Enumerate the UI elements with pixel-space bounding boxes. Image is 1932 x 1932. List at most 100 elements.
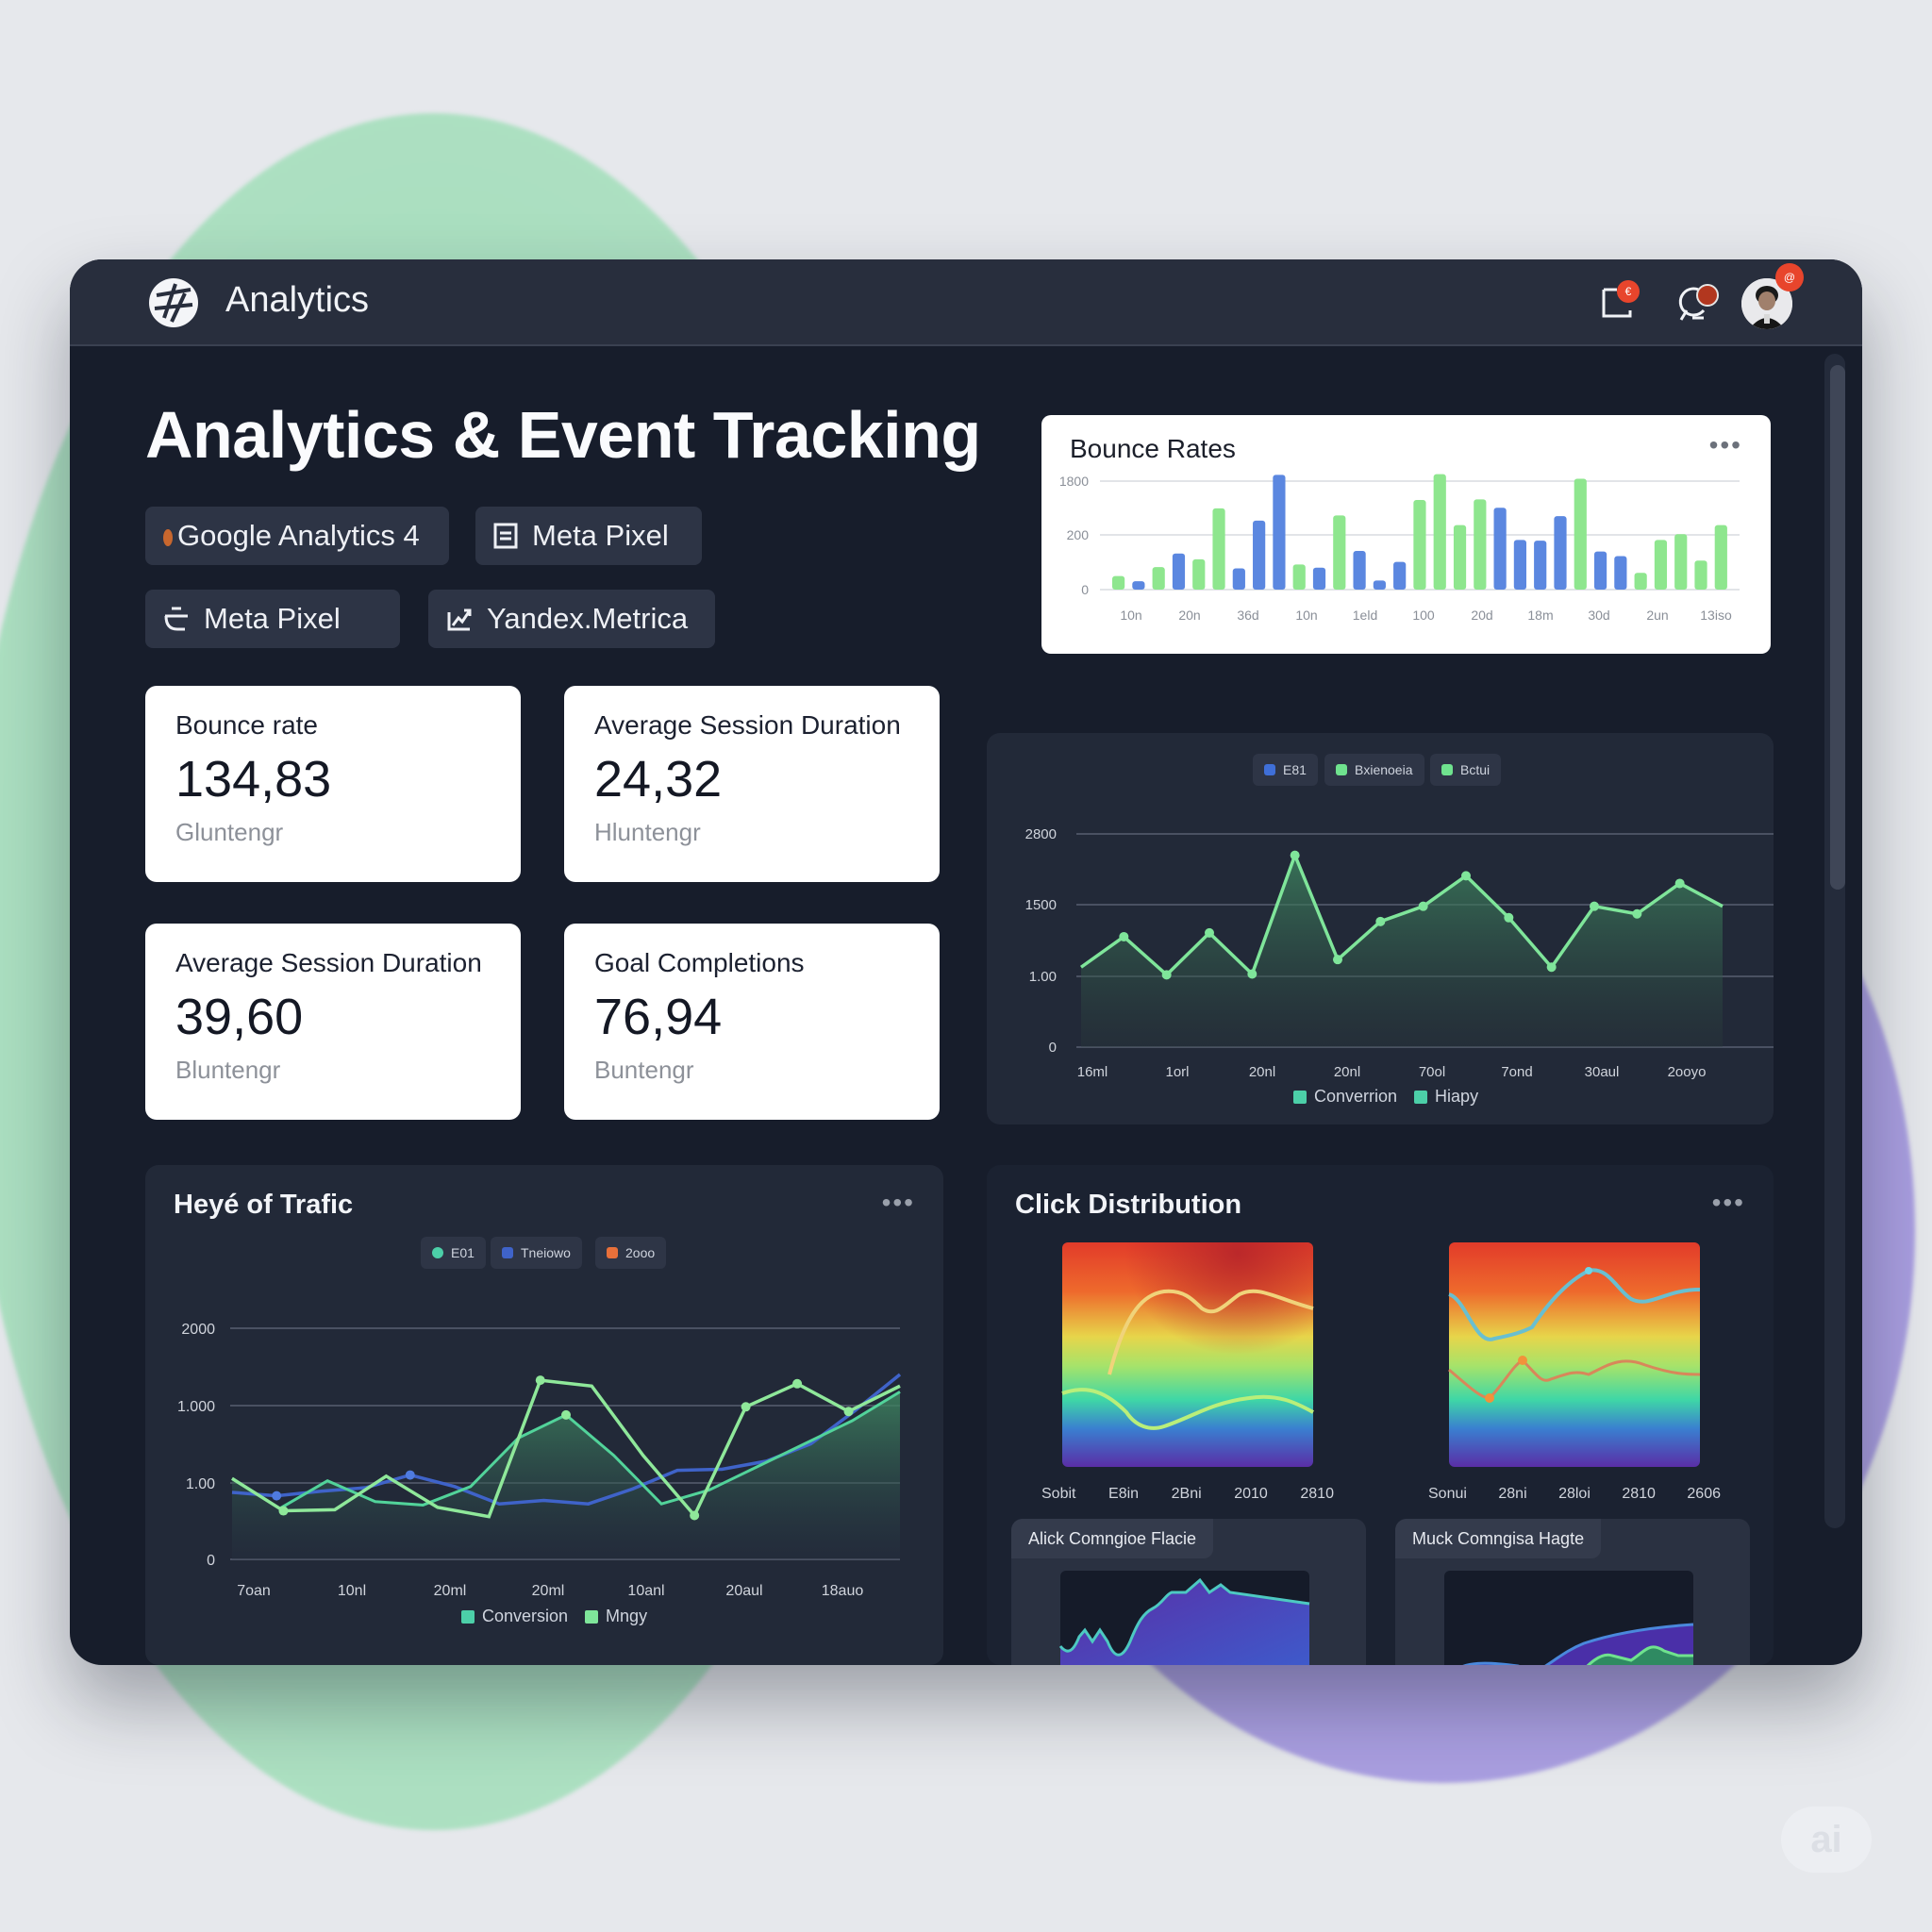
svg-text:20ml: 20ml (434, 1583, 467, 1599)
card-title: Click Distribution (1015, 1190, 1242, 1220)
bar (1413, 500, 1426, 590)
traffic-line-chart: 2000 1.000 1.00 0 7oan 10nl 20ml 20ml 10anl 2… (177, 1322, 902, 1599)
bar (1593, 551, 1607, 590)
svg-text:7ond: 7ond (1501, 1064, 1532, 1080)
mini-chart-card-2: Muck Comngisa Hagte (1395, 1519, 1750, 1665)
svg-text:10n: 10n (1120, 608, 1141, 623)
click-heatmap-1 (1061, 1242, 1314, 1467)
svg-text:20ml: 20ml (532, 1583, 565, 1599)
legend-swatch (461, 1609, 475, 1624)
stat-value: 76,94 (594, 989, 723, 1045)
analytics-logo-icon (149, 278, 198, 327)
bounce-rates-bar-chart: 1800 200 0 10n 20n 36d 10n 1eld 100 20d 18m 30d 2… (1059, 474, 1740, 623)
bar (1192, 558, 1206, 590)
notifications-icon (1602, 288, 1632, 318)
legend-item[interactable]: Bctui (1430, 754, 1502, 786)
stat-label: Average Session Duration (175, 948, 482, 977)
more-options-icon[interactable]: ••• (881, 1188, 915, 1217)
svg-text:0: 0 (1049, 1040, 1057, 1056)
scrollbar-thumb[interactable] (1830, 365, 1845, 890)
bar (1393, 561, 1407, 590)
top-bar: Analytics € @ (70, 259, 1862, 346)
user-avatar[interactable] (1741, 278, 1792, 329)
integration-meta-pixel-2[interactable]: Meta Pixel (145, 590, 400, 648)
bar (1312, 567, 1326, 590)
bar (1474, 499, 1487, 590)
y-tick: 200 (1067, 527, 1090, 542)
svg-text:1.000: 1.000 (177, 1399, 215, 1415)
svg-text:2ooyo: 2ooyo (1668, 1064, 1707, 1080)
svg-text:20nl: 20nl (1334, 1064, 1360, 1080)
integration-google-analytics-4[interactable]: Google Analytics 4 (145, 507, 449, 565)
svg-text:70ol: 70ol (1419, 1064, 1445, 1080)
pixel-tray-icon (164, 607, 188, 631)
click-heatmap-2 (1448, 1242, 1701, 1467)
bar (1333, 515, 1346, 590)
legend-swatch (1293, 1090, 1307, 1104)
integration-label: Yandex.Metrica (487, 602, 689, 635)
svg-text:20n: 20n (1178, 608, 1200, 623)
legend-swatch (432, 1247, 443, 1258)
bar (1212, 508, 1225, 590)
bar (1654, 540, 1668, 590)
notifications-button[interactable]: € (1596, 280, 1641, 325)
svg-text:13iso: 13iso (1700, 608, 1732, 623)
svg-text:36d: 36d (1237, 608, 1258, 623)
stat-sub: Buntengr (594, 1056, 694, 1084)
stat-value: 39,60 (175, 989, 304, 1045)
mini-area-chart-2 (1444, 1571, 1694, 1665)
legend-swatch (502, 1247, 513, 1258)
mini-chart-card-1: Alick Comngioe Flacie (1011, 1519, 1366, 1665)
svg-text:2800: 2800 (1025, 826, 1057, 842)
user-avatar-icon (1741, 278, 1792, 329)
legend-item[interactable]: Bxienoeia (1324, 754, 1424, 786)
svg-text:10n: 10n (1295, 608, 1317, 623)
bar (1554, 516, 1567, 590)
bar (1132, 581, 1145, 590)
svg-text:0: 0 (207, 1553, 215, 1569)
mini-chart-label: Muck Comngisa Hagte (1395, 1519, 1602, 1558)
mini-chart-label: Alick Comngioe Flacie (1011, 1519, 1214, 1558)
bounce-rates-card: Bounce Rates ••• 1800 200 0 10n 20n 36d 10n… (1041, 415, 1771, 654)
stat-card-avg-session: Average Session Duration 24,32 Hluntengr (564, 686, 940, 882)
bar (1614, 556, 1627, 590)
legend-swatch (1336, 764, 1347, 775)
legend-item[interactable]: Tneiowo (491, 1237, 582, 1269)
svg-text:1.00: 1.00 (186, 1476, 215, 1492)
integration-meta-pixel[interactable]: Meta Pixel (475, 507, 702, 565)
more-options-icon[interactable]: ••• (1708, 430, 1742, 459)
stat-card-goal-completions: Goal Completions 76,94 Buntengr (564, 924, 940, 1120)
bar (1453, 525, 1467, 590)
stat-label: Goal Completions (594, 948, 805, 977)
more-options-icon[interactable]: ••• (1711, 1188, 1745, 1217)
stat-sub: Gluntengr (175, 818, 284, 846)
bar (1513, 540, 1527, 590)
svg-text:1eld: 1eld (1353, 608, 1377, 623)
legend-swatch (607, 1247, 618, 1258)
legend-swatch (1264, 764, 1275, 775)
stat-value: 134,83 (175, 751, 332, 808)
svg-text:2000: 2000 (181, 1322, 215, 1338)
integration-label: Meta Pixel (204, 602, 341, 635)
integration-yandex-metrica[interactable]: Yandex.Metrica (428, 590, 715, 648)
legend-item[interactable]: 2ooo (595, 1237, 667, 1269)
stat-card-bounce-rate: Bounce rate 134,83 Gluntengr (145, 686, 521, 882)
chart-legend-bottom: Converrion Hiapy (1293, 1087, 1478, 1107)
page-title: Analytics & Event Tracking (145, 398, 981, 472)
chat-search-icon (1678, 287, 1706, 321)
bar (1353, 551, 1366, 590)
svg-text:1orl: 1orl (1165, 1064, 1189, 1080)
svg-text:16ml: 16ml (1077, 1064, 1108, 1080)
legend-item[interactable]: E01 (421, 1237, 486, 1269)
svg-text:10nl: 10nl (338, 1583, 366, 1599)
bar (1493, 508, 1507, 590)
svg-text:20aul: 20aul (725, 1583, 762, 1599)
chat-badge (1696, 284, 1719, 307)
bar (1714, 525, 1727, 590)
chat-search-button[interactable] (1674, 280, 1719, 325)
conversion-area-chart: 2800 1500 1.00 0 16ml 1orl 20nl 20nl 70ol 7on… (1025, 826, 1774, 1080)
legend-item[interactable]: E81 (1253, 754, 1318, 786)
heatmap-1-x-axis: Sobit E8in 2Bni 2010 2810 (1041, 1486, 1334, 1502)
bar (1232, 568, 1245, 590)
legend-swatch (585, 1609, 599, 1624)
